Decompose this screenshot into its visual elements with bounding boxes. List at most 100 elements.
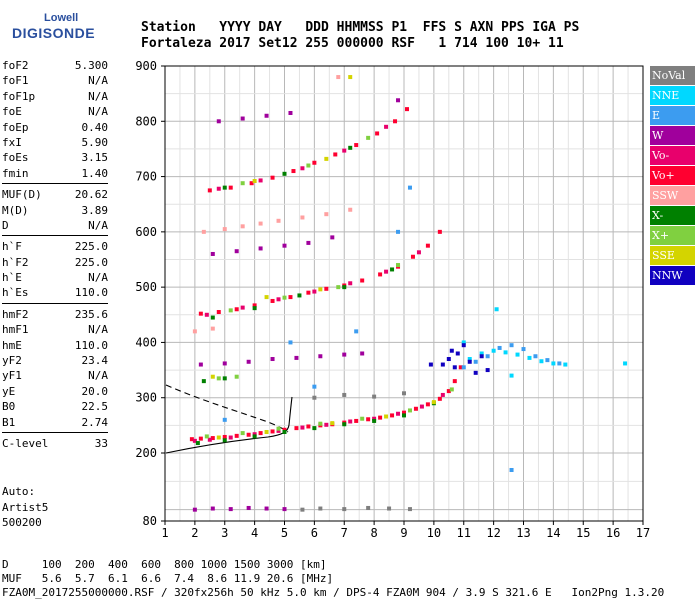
echo-point [623, 361, 628, 366]
echo-point [416, 250, 421, 255]
logo-line1: Lowell [44, 12, 79, 24]
param-value: N/A [88, 369, 108, 383]
echo-point [198, 311, 203, 316]
echo-point [387, 506, 392, 511]
echo-point [324, 156, 329, 161]
echo-point [479, 351, 484, 356]
footer-info: D 100 200 400 600 800 1000 1500 3000 [km… [2, 558, 664, 600]
station-header: Station YYYY DAY DDD HHMMSS P1 FFS S AXN… [141, 20, 579, 52]
echo-point [222, 227, 227, 232]
echo-point [249, 181, 254, 186]
param-row: foF1 N/A [2, 73, 108, 88]
echo-point [240, 305, 245, 310]
echo-point [366, 505, 371, 510]
echo-point [384, 124, 389, 129]
echo-point [485, 368, 490, 373]
param-value: 1.40 [81, 166, 109, 180]
profile-curve-solid [165, 396, 293, 454]
echo-point [348, 75, 353, 80]
echo-point [270, 357, 275, 362]
echo-point [240, 116, 245, 121]
x-tick-label: 5 [281, 526, 288, 540]
echo-point [300, 425, 305, 430]
echo-point [246, 359, 251, 364]
echo-point [252, 432, 257, 437]
y-tick-label: 600 [135, 225, 157, 239]
echo-point [366, 135, 371, 140]
echo-point [288, 110, 293, 115]
param-name: h`F [2, 240, 22, 254]
echo-point [216, 119, 221, 124]
param-row: h`F2 225.0 [2, 255, 108, 270]
echo-point [222, 438, 227, 443]
echo-point [195, 441, 200, 446]
echo-point [342, 507, 347, 512]
echo-point [485, 354, 490, 359]
echo-point [288, 340, 293, 345]
legend-item: Vo+ [650, 166, 695, 185]
logo-line2: DIGISONDE [12, 25, 96, 41]
echo-point [282, 243, 287, 248]
echo-point [366, 417, 371, 422]
echo-point [330, 235, 335, 240]
param-name: B1 [2, 415, 16, 429]
echo-point [425, 402, 430, 407]
echo-point [342, 285, 347, 290]
echo-point [216, 310, 221, 315]
echo-point [282, 171, 287, 176]
echo-point [192, 438, 197, 443]
x-tick-label: 11 [457, 526, 471, 540]
y-tick-label: 800 [135, 114, 157, 128]
param-value: 3.15 [81, 151, 109, 165]
x-tick-label: 3 [221, 526, 228, 540]
x-tick-label: 8 [371, 526, 378, 540]
echo-point [288, 295, 293, 300]
echo-point [539, 359, 544, 364]
echo-point [246, 432, 251, 437]
param-value: N/A [88, 89, 108, 103]
echo-point [210, 506, 215, 511]
param-row: B0 22.5 [2, 399, 108, 414]
param-name: C-level [2, 436, 49, 450]
echo-point [306, 163, 311, 168]
echo-point [497, 345, 502, 350]
echo-point [312, 395, 317, 400]
chart-ticks: 1 2 3 4 5 6 7 8 9 10 11 12 13 14 15 16 17900800700600500… [135, 59, 650, 540]
echo-point [354, 143, 359, 148]
echo-point [210, 436, 215, 441]
echo-point [201, 379, 206, 384]
param-name: foF1 [2, 74, 29, 88]
polarization-legend: NoVal NNE E W Vo- Vo+ SSW X- X+ SSE NNW [650, 66, 695, 286]
echo-point [446, 357, 451, 362]
echo-point [452, 379, 457, 384]
param-row: foE N/A [2, 104, 108, 119]
echo-point [440, 362, 445, 367]
param-value: 2.74 [81, 415, 109, 429]
echo-point [402, 410, 406, 415]
chart-grid [164, 65, 644, 521]
echo-point [240, 181, 245, 186]
param-value: 5.90 [81, 135, 109, 149]
echo-point [228, 435, 233, 440]
echo-point [264, 429, 269, 434]
echo-point [473, 359, 478, 364]
legend-item: SSW [650, 186, 695, 205]
echo-point [210, 326, 215, 331]
echo-point [216, 376, 221, 381]
echo-point [437, 229, 442, 234]
param-value: N/A [88, 74, 108, 88]
echo-point [354, 329, 359, 334]
param-value: 235.6 [74, 307, 108, 321]
param-row: hmE 110.0 [2, 338, 108, 353]
echo-point [270, 429, 275, 434]
param-name: hmE [2, 338, 22, 352]
echo-point [192, 507, 197, 512]
x-tick-label: 7 [341, 526, 348, 540]
param-name: h`Es [2, 286, 29, 300]
echo-point [410, 254, 415, 259]
param-name: h`F2 [2, 255, 29, 269]
footer-line2: MUF 5.6 5.7 6.1 6.6 7.4 8.6 11.9 20.6 [M… [2, 572, 334, 585]
echo-point [431, 400, 436, 405]
echo-point [333, 152, 338, 157]
parameter-panel: foF2 5.300 foF1 N/A foF1p N/A foE N/A foEp 0.40 fx… [2, 58, 108, 451]
